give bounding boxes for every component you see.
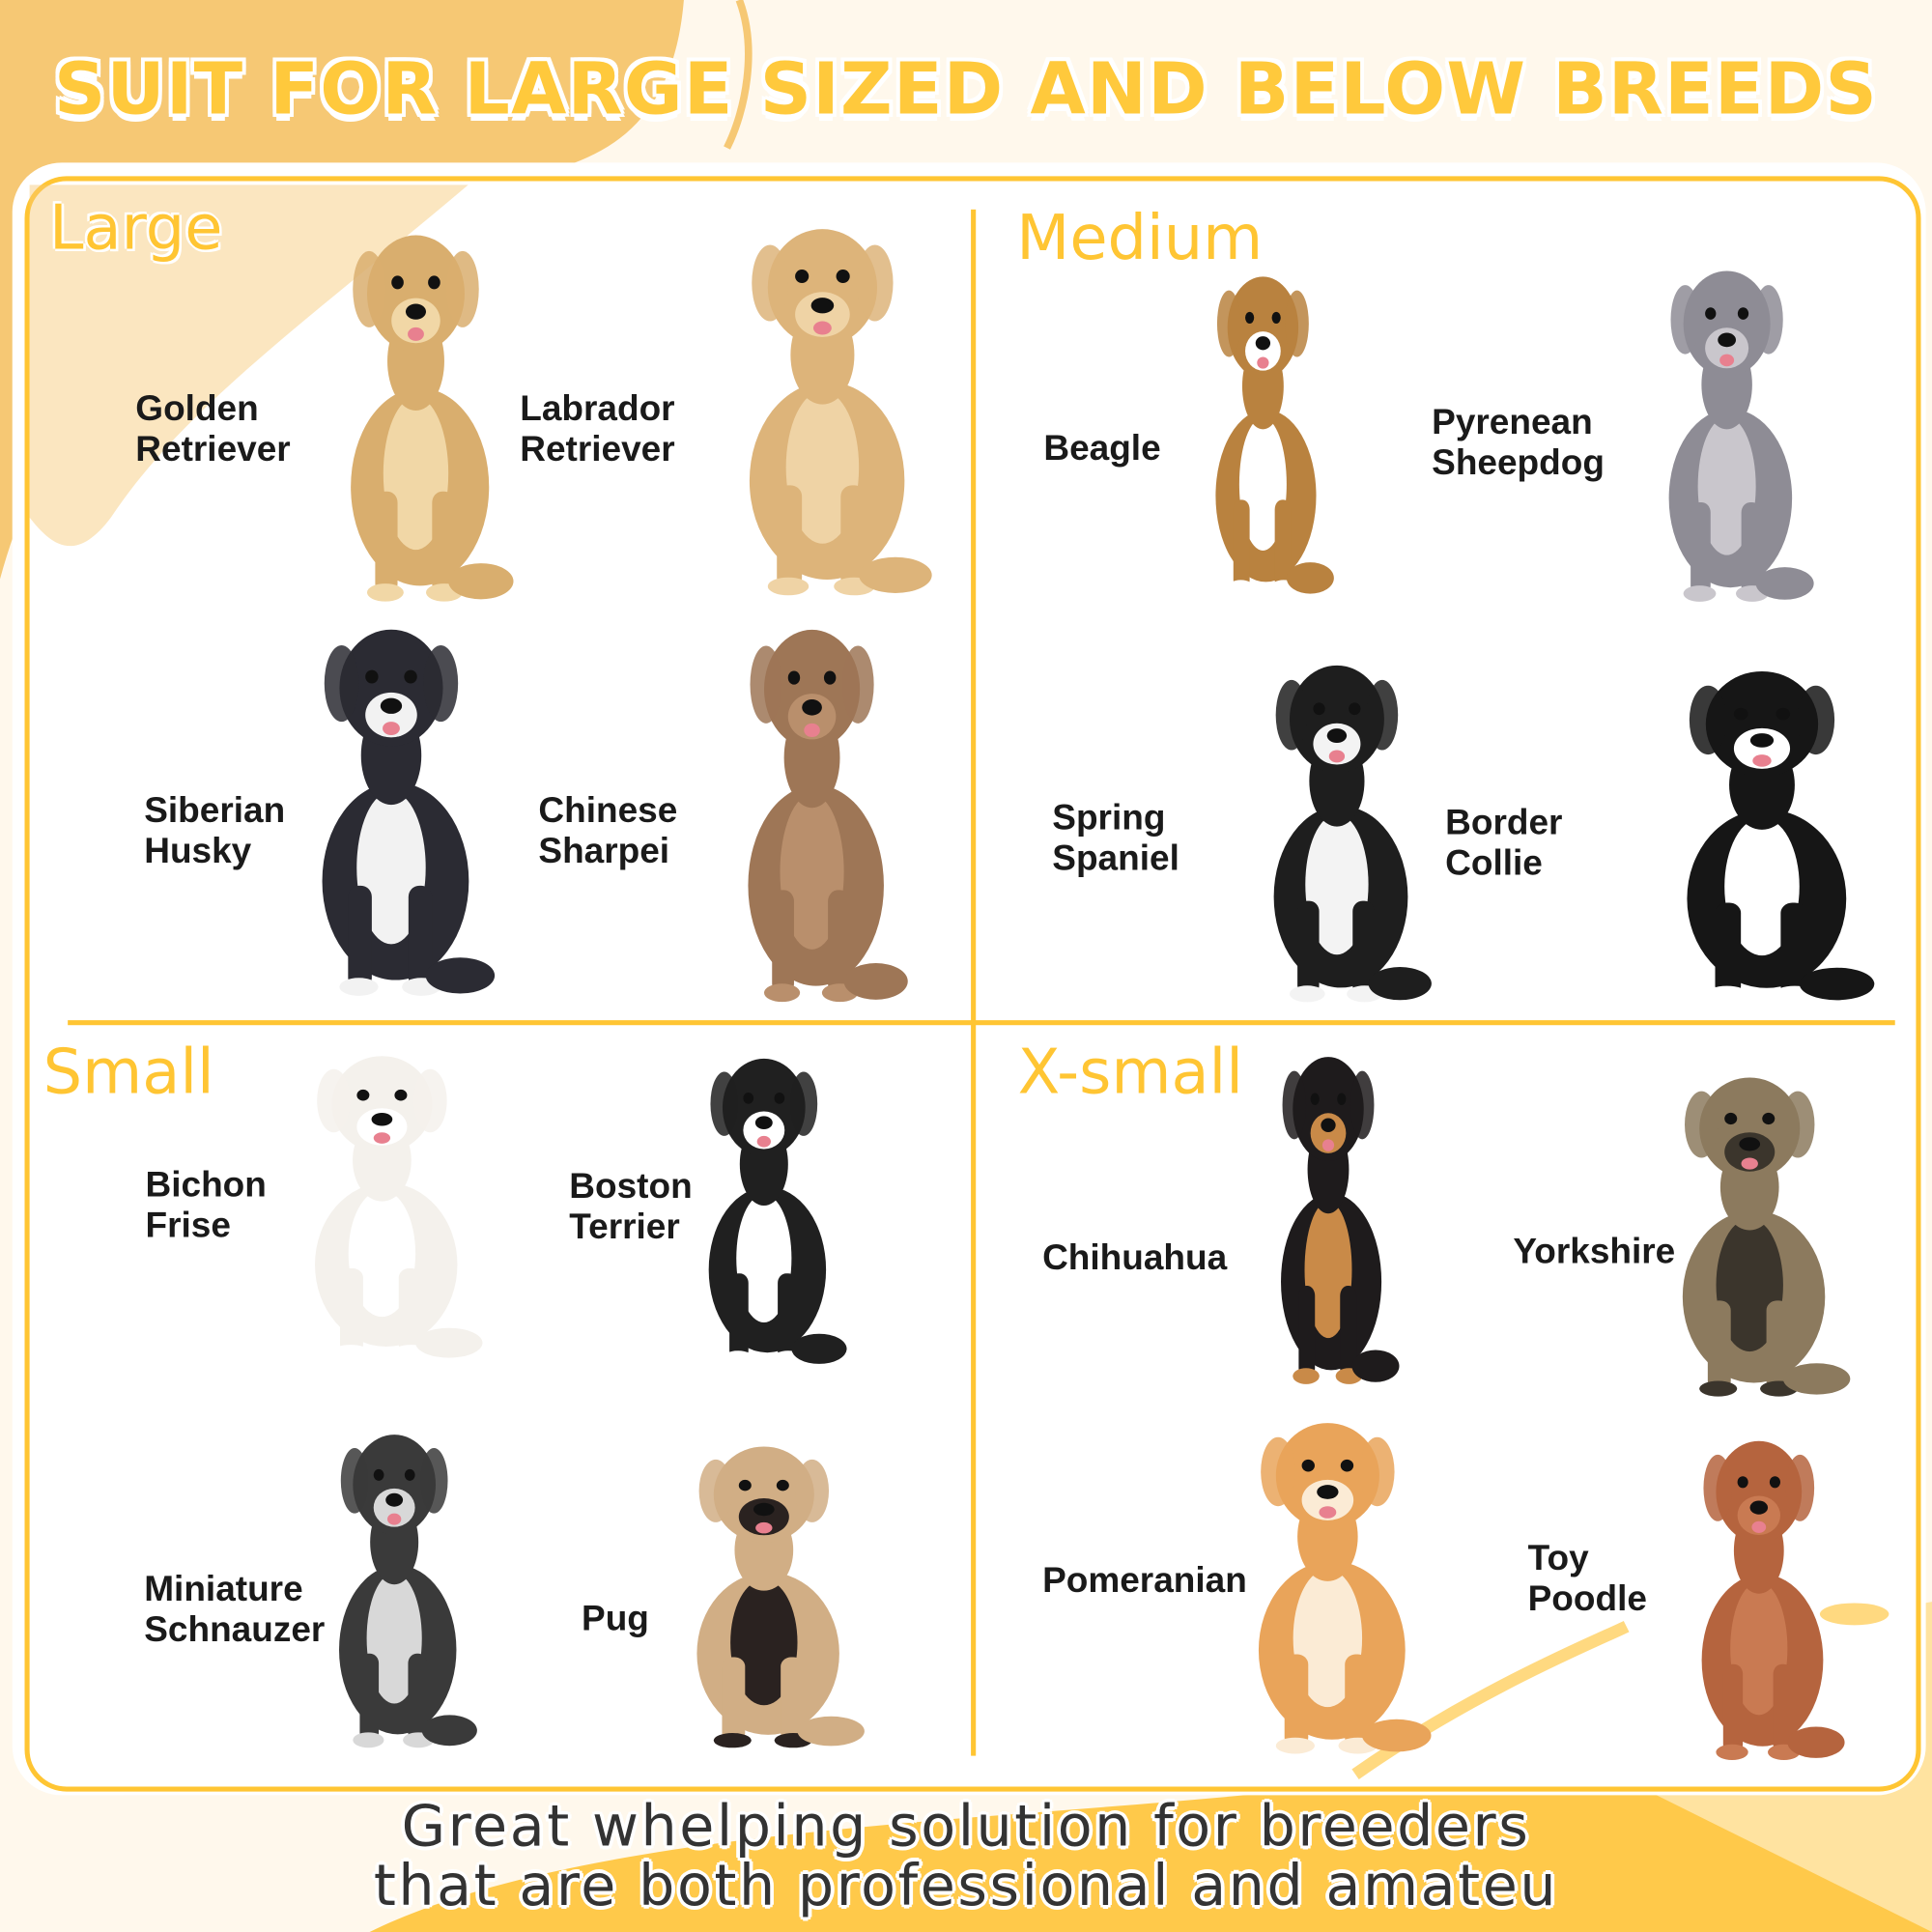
dog-silhouette-icon — [351, 235, 514, 602]
breed-label-beagle: Beagle — [1043, 428, 1161, 469]
dog-photo-boston-terrier — [678, 1047, 851, 1368]
breed-label-siberian-husky: Siberian Husky — [144, 790, 286, 871]
dog-silhouette-icon — [1258, 1423, 1432, 1754]
breed-label-toy-poodle: Toy Poodle — [1527, 1539, 1647, 1620]
breed-label-chihuahua: Chihuahua — [1042, 1237, 1228, 1278]
breed-label-chinese-sharpei: Chinese Sharpei — [538, 790, 678, 871]
dog-photo-labrador-retriever — [708, 215, 936, 597]
horizontal-divider — [68, 1020, 1895, 1026]
breed-label-bichon-frise: Bichon Frise — [145, 1165, 267, 1246]
dog-silhouette-icon — [708, 1058, 847, 1366]
dog-photo-chinese-sharpei — [712, 616, 912, 1005]
breed-label-labrador-retriever: Labrador Retriever — [520, 389, 675, 469]
dog-photo-beagle — [1189, 265, 1337, 597]
section-title-large: Large — [49, 191, 223, 264]
dog-silhouette-icon — [1281, 1057, 1400, 1384]
dog-photo-border-collie — [1645, 659, 1879, 1004]
dog-photo-miniature-schnauzer — [308, 1423, 481, 1749]
dog-photo-golden-retriever — [314, 222, 517, 604]
breed-label-miniature-schnauzer: Miniature Schnauzer — [144, 1569, 326, 1650]
footer-line-2: that are both professional and amateu — [373, 1852, 1559, 1918]
breed-label-pyrenean-sheepdog: Pyrenean Sheepdog — [1432, 403, 1605, 483]
dog-silhouette-icon — [1215, 276, 1334, 596]
vertical-divider — [971, 209, 977, 1756]
breed-label-golden-retriever: Golden Retriever — [135, 389, 291, 469]
dog-photo-yorkshire — [1645, 1065, 1855, 1398]
dog-silhouette-icon — [696, 1446, 865, 1748]
dog-photo-pomeranian — [1220, 1410, 1435, 1755]
dog-silhouette-icon — [1682, 1077, 1851, 1397]
breed-label-yorkshire: Yorkshire — [1513, 1232, 1676, 1272]
breed-label-pomeranian: Pomeranian — [1042, 1561, 1247, 1601]
dog-silhouette-icon — [1687, 671, 1875, 1003]
dog-photo-pug — [659, 1435, 868, 1749]
breed-label-boston-terrier: Boston Terrier — [569, 1166, 693, 1247]
section-title-x-small: X-small — [1017, 1036, 1243, 1108]
dog-silhouette-icon — [339, 1435, 477, 1748]
page-title: SUIT FOR LARGE SIZED AND BELOW BREEDS — [53, 46, 1879, 131]
section-title-small: Small — [43, 1036, 214, 1108]
dog-photo-chihuahua — [1254, 1045, 1402, 1386]
dog-photo-bichon-frise — [277, 1045, 487, 1362]
breed-label-border-collie: Border Collie — [1445, 803, 1563, 884]
breed-label-spring-spaniel: Spring Spaniel — [1052, 798, 1179, 879]
dog-silhouette-icon — [1668, 270, 1814, 602]
section-title-medium: Medium — [1016, 202, 1264, 274]
breed-label-pug: Pug — [582, 1599, 649, 1639]
dog-photo-siberian-husky — [283, 616, 498, 998]
dog-silhouette-icon — [749, 229, 932, 596]
dog-silhouette-icon — [322, 629, 496, 996]
dog-photo-pyrenean-sheepdog — [1636, 259, 1818, 604]
dog-silhouette-icon — [748, 629, 908, 1003]
dog-silhouette-icon — [1273, 665, 1432, 1003]
dog-photo-spring-spaniel — [1238, 653, 1435, 1005]
dog-silhouette-icon — [1701, 1440, 1845, 1760]
dog-silhouette-icon — [315, 1056, 483, 1360]
dog-photo-toy-poodle — [1669, 1430, 1848, 1762]
footer-line-1: Great whelping solution for breeders — [401, 1792, 1531, 1860]
